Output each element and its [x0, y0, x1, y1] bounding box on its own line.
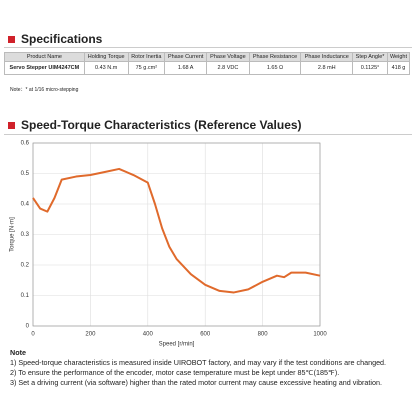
x-tick-label: 1000 — [313, 332, 327, 338]
x-axis-label: Speed [r/min] — [159, 342, 195, 348]
x-tick-label: 0 — [31, 332, 35, 338]
table-cell: 2.8 mH — [300, 61, 354, 75]
divider — [4, 47, 412, 48]
heading-text: Speed-Torque Characteristics (Reference … — [21, 118, 302, 132]
x-tick-label: 200 — [85, 332, 96, 338]
header-cell: Product Name — [4, 52, 85, 62]
section-heading: Specifications — [8, 32, 102, 46]
data-line — [32, 167, 321, 294]
table-row: Servo Stepper UIM4247CM 0.43 N.m 75 g.cm² 1… — [4, 61, 411, 75]
plot-frame — [32, 142, 321, 327]
header-cell: Phase Current — [164, 52, 208, 62]
x-tick-label: 800 — [258, 332, 269, 338]
table-note: Note：* at 1/16 micro-stepping — [10, 87, 79, 93]
note-item: 2) To ensure the performance of the enco… — [10, 368, 340, 377]
table-cell: 1.65 Ω — [248, 61, 302, 75]
divider — [4, 134, 412, 135]
header-cell: Phase Inductance — [300, 52, 354, 62]
table-cell: 0.1125° — [352, 61, 388, 75]
header-cell: Rotor Inertia — [127, 52, 166, 62]
table-cell: 75 g.cm² — [127, 61, 166, 75]
spec-table: Product Name Holding Torque Rotor Inertia P… — [4, 52, 411, 75]
heading-text: Specifications — [21, 32, 103, 46]
y-tick-label: 0.5 — [21, 171, 30, 177]
y-tick-label: 0.2 — [21, 263, 30, 269]
header-cell: Step Angle* — [352, 52, 388, 62]
y-axis-label: Torque [N·m] — [10, 217, 16, 252]
header-cell: Weight — [386, 52, 411, 62]
notes-title: Note — [10, 348, 26, 357]
table-cell: Servo Stepper UIM4247CM — [4, 61, 85, 75]
section-heading: Speed-Torque Characteristics (Reference … — [8, 118, 302, 132]
table-cell: 1.68 A — [164, 61, 208, 75]
note-item: 1) Speed-torque characteristics is measu… — [10, 358, 387, 367]
notes: Note 1) Speed-torque characteristics is … — [10, 348, 386, 388]
header-cell: Phase Voltage — [206, 52, 250, 62]
x-tick-label: 600 — [200, 332, 211, 338]
table-cell: 0.43 N.m — [83, 61, 129, 75]
y-tick-label: 0 — [26, 324, 30, 330]
header-cell: Holding Torque — [83, 52, 129, 62]
y-tick-label: 0.1 — [21, 293, 30, 299]
table-cell: 418 g — [386, 61, 411, 75]
chart: 0 0.1 0.2 0.3 0.4 0.5 0.6 0 200 400 600 800 1000 Spee… — [10, 141, 328, 348]
x-tick-label: 400 — [143, 332, 154, 338]
y-tick-label: 0.3 — [21, 232, 30, 238]
table-cell: 2.8 VDC — [206, 61, 250, 75]
header-cell: Phase Resistance — [248, 52, 302, 62]
note-item: 3) Set a driving current (via software) … — [10, 378, 382, 387]
y-tick-label: 0.4 — [21, 202, 30, 208]
y-tick-label: 0.6 — [21, 141, 30, 147]
